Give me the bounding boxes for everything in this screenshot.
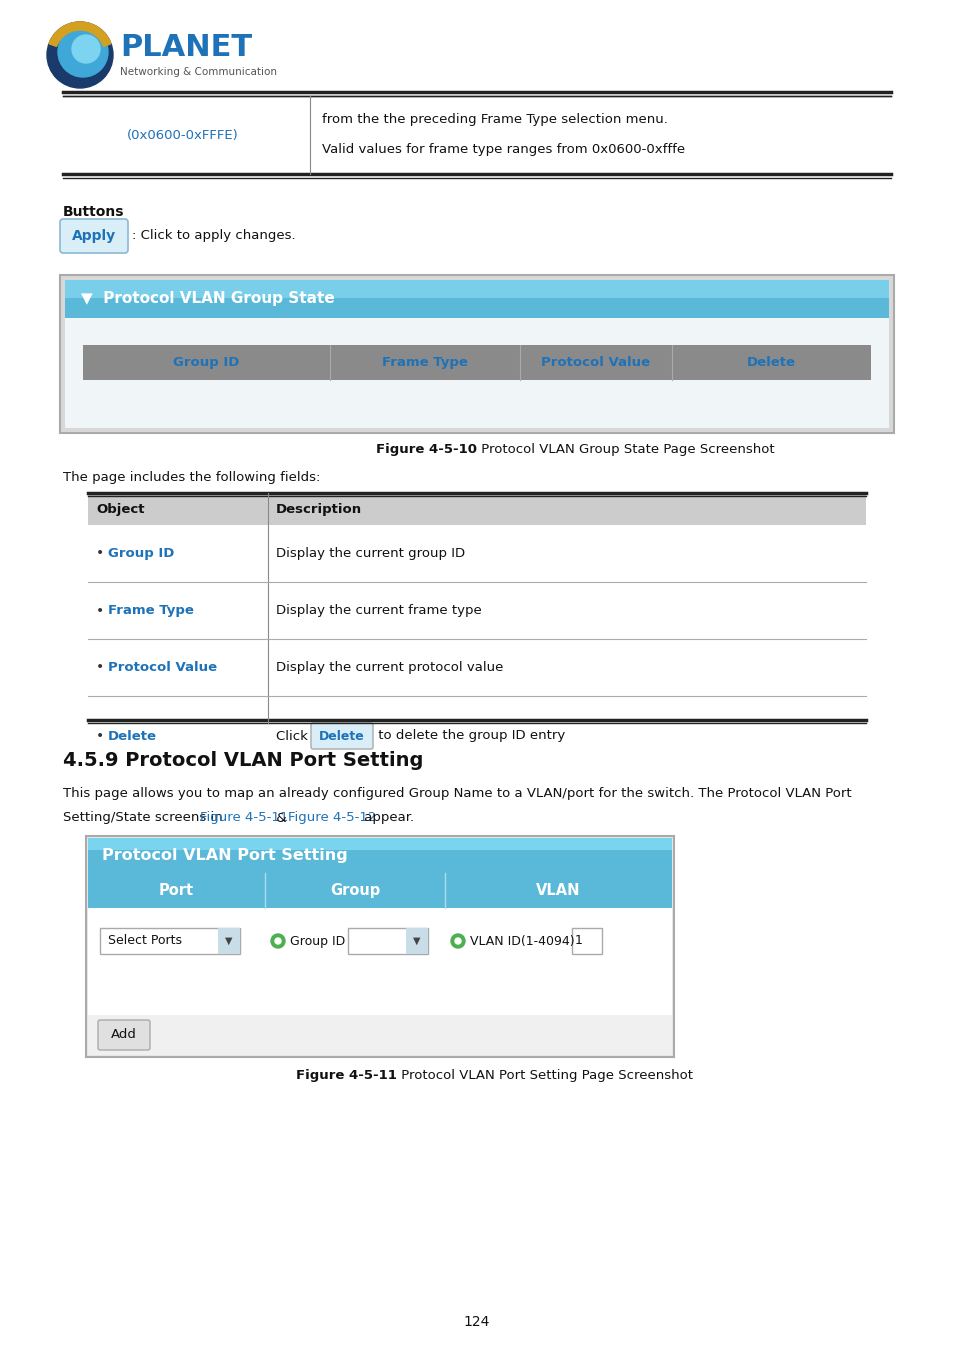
FancyBboxPatch shape [65,279,888,319]
FancyBboxPatch shape [88,1015,671,1054]
Text: Select Ports: Select Ports [108,934,182,948]
FancyBboxPatch shape [88,838,671,873]
Text: &: & [272,811,291,825]
FancyBboxPatch shape [218,927,240,954]
FancyBboxPatch shape [88,873,671,909]
Text: Port: Port [159,883,193,898]
Text: Setting/State screens in: Setting/State screens in [63,811,227,825]
FancyBboxPatch shape [88,493,865,525]
Text: Description: Description [275,502,362,516]
FancyBboxPatch shape [100,927,240,954]
Text: Figure 4-5-10: Figure 4-5-10 [375,444,476,456]
FancyBboxPatch shape [83,346,870,379]
Text: Buttons: Buttons [63,205,125,219]
Text: : Click to apply changes.: : Click to apply changes. [132,230,295,243]
Text: ▼: ▼ [413,936,420,946]
Text: Group ID: Group ID [173,356,239,369]
Text: ▼: ▼ [225,936,233,946]
Text: Display the current group ID: Display the current group ID [275,547,465,560]
Text: appear.: appear. [359,811,414,825]
FancyBboxPatch shape [60,275,893,433]
Text: Figure 4-5-11: Figure 4-5-11 [200,811,289,825]
Text: •: • [96,603,104,617]
FancyBboxPatch shape [65,298,888,319]
Text: Frame Type: Frame Type [381,356,468,369]
Text: (0x0600-0xFFFE): (0x0600-0xFFFE) [127,128,238,142]
FancyBboxPatch shape [98,1021,150,1050]
Text: VLAN ID(1-4094): VLAN ID(1-4094) [470,934,574,948]
Text: 124: 124 [463,1315,490,1328]
Text: PLANET: PLANET [120,34,252,62]
Text: Click: Click [275,729,312,742]
Text: 1: 1 [575,934,582,948]
Text: Group ID: Group ID [108,547,174,560]
Text: Figure 4-5-11: Figure 4-5-11 [295,1068,396,1081]
FancyBboxPatch shape [406,927,428,954]
Text: •: • [96,729,104,742]
Text: Valid values for frame type ranges from 0x0600-0xfffe: Valid values for frame type ranges from … [322,143,684,157]
Text: Object: Object [96,502,144,516]
Text: The page includes the following fields:: The page includes the following fields: [63,471,320,483]
FancyBboxPatch shape [60,219,128,252]
Circle shape [274,938,281,944]
FancyBboxPatch shape [572,927,601,954]
Text: VLAN: VLAN [536,883,580,898]
Text: to delete the group ID entry: to delete the group ID entry [374,729,565,742]
Text: from the the preceding Frame Type selection menu.: from the the preceding Frame Type select… [322,113,667,127]
Text: Apply: Apply [71,230,116,243]
Text: Protocol Value: Protocol Value [108,662,217,674]
Text: Protocol VLAN Port Setting: Protocol VLAN Port Setting [102,848,348,863]
Text: Group ID: Group ID [290,934,345,948]
FancyBboxPatch shape [311,724,373,749]
Circle shape [47,22,112,88]
Text: ▼  Protocol VLAN Group State: ▼ Protocol VLAN Group State [81,292,335,306]
FancyBboxPatch shape [86,836,673,1057]
FancyBboxPatch shape [65,319,888,428]
Circle shape [271,934,285,948]
FancyBboxPatch shape [88,838,671,850]
Text: Frame Type: Frame Type [108,603,193,617]
Text: 4.5.9 Protocol VLAN Port Setting: 4.5.9 Protocol VLAN Port Setting [63,751,423,769]
Text: Group: Group [330,883,379,898]
Text: Delete: Delete [108,729,157,742]
Circle shape [451,934,464,948]
Text: Protocol VLAN Group State Page Screenshot: Protocol VLAN Group State Page Screensho… [476,444,774,456]
Text: Networking & Communication: Networking & Communication [120,68,276,77]
Text: Add: Add [111,1029,137,1041]
Circle shape [58,27,108,77]
Text: Figure 4-5-12: Figure 4-5-12 [288,811,376,825]
Text: This page allows you to map an already configured Group Name to a VLAN/port for : This page allows you to map an already c… [63,787,851,799]
Wedge shape [49,22,111,46]
Circle shape [455,938,460,944]
Text: Protocol Value: Protocol Value [541,356,650,369]
Text: •: • [96,660,104,675]
Text: Display the current frame type: Display the current frame type [275,603,481,617]
Text: Display the current protocol value: Display the current protocol value [275,662,503,674]
FancyBboxPatch shape [88,909,671,1015]
Circle shape [71,35,100,63]
Text: Protocol VLAN Port Setting Page Screenshot: Protocol VLAN Port Setting Page Screensh… [396,1068,692,1081]
Text: Delete: Delete [746,356,795,369]
FancyBboxPatch shape [348,927,428,954]
Text: •: • [96,547,104,560]
Text: Delete: Delete [319,729,364,742]
